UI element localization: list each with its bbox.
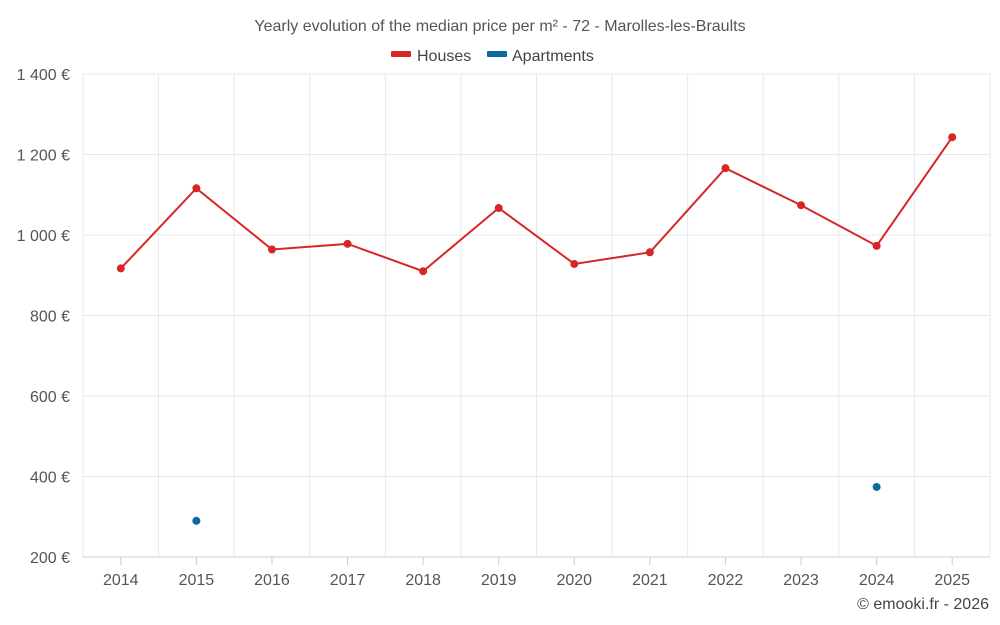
x-tick-label: 2018 [405,572,441,589]
data-point-houses[interactable] [192,184,201,193]
data-point-houses[interactable] [267,245,276,254]
legend-swatch-houses [391,51,411,57]
credit-text: © emooki.fr - 2026 [857,596,989,613]
grid [82,73,991,558]
y-tick-label: 400 € [30,470,70,487]
legend-item-apartments[interactable]: Apartments [487,48,594,65]
series [116,133,957,525]
y-tick-label: 800 € [30,309,70,326]
x-tick-label: 2024 [859,572,895,589]
data-point-houses[interactable] [419,267,428,276]
x-tick-label: 2025 [934,572,970,589]
data-point-apartments[interactable] [192,516,201,525]
legend-label-houses: Houses [417,48,471,65]
data-point-houses[interactable] [494,204,503,213]
x-tick-label: 2021 [632,572,668,589]
y-axis: 200 € 400 € 600 € 800 € 1 000 € 1 200 € 1 400 … [17,67,70,567]
data-point-apartments[interactable] [872,482,881,491]
y-tick-label: 1 400 € [17,67,70,84]
x-tick-label: 2017 [330,572,366,589]
x-tick-label: 2014 [103,572,139,589]
data-point-houses[interactable] [570,259,579,268]
y-tick-label: 1 200 € [17,148,70,165]
chart-title: Yearly evolution of the median price per… [254,18,745,35]
x-tick-label: 2020 [556,572,592,589]
x-tick-label: 2023 [783,572,819,589]
x-tick-label: 2015 [179,572,215,589]
x-tick-label: 2019 [481,572,517,589]
legend-label-apartments: Apartments [512,48,594,65]
x-axis: 2014 2015 2016 2017 2018 2019 2020 2021 2022 2023… [83,556,990,589]
data-point-houses[interactable] [721,164,730,173]
data-point-houses[interactable] [797,201,806,210]
legend: Houses Apartments [391,48,594,65]
legend-swatch-apartments [487,51,507,57]
y-tick-label: 1 000 € [17,228,70,245]
data-point-houses[interactable] [645,248,654,257]
legend-item-houses[interactable]: Houses [391,48,471,65]
data-point-houses[interactable] [343,239,352,248]
series-line-houses [120,136,954,273]
y-tick-label: 200 € [30,550,70,567]
x-tick-label: 2016 [254,572,290,589]
x-tick-label: 2022 [708,572,744,589]
data-point-houses[interactable] [116,264,125,273]
y-tick-label: 600 € [30,389,70,406]
data-point-houses[interactable] [872,241,881,250]
data-point-houses[interactable] [948,133,957,142]
